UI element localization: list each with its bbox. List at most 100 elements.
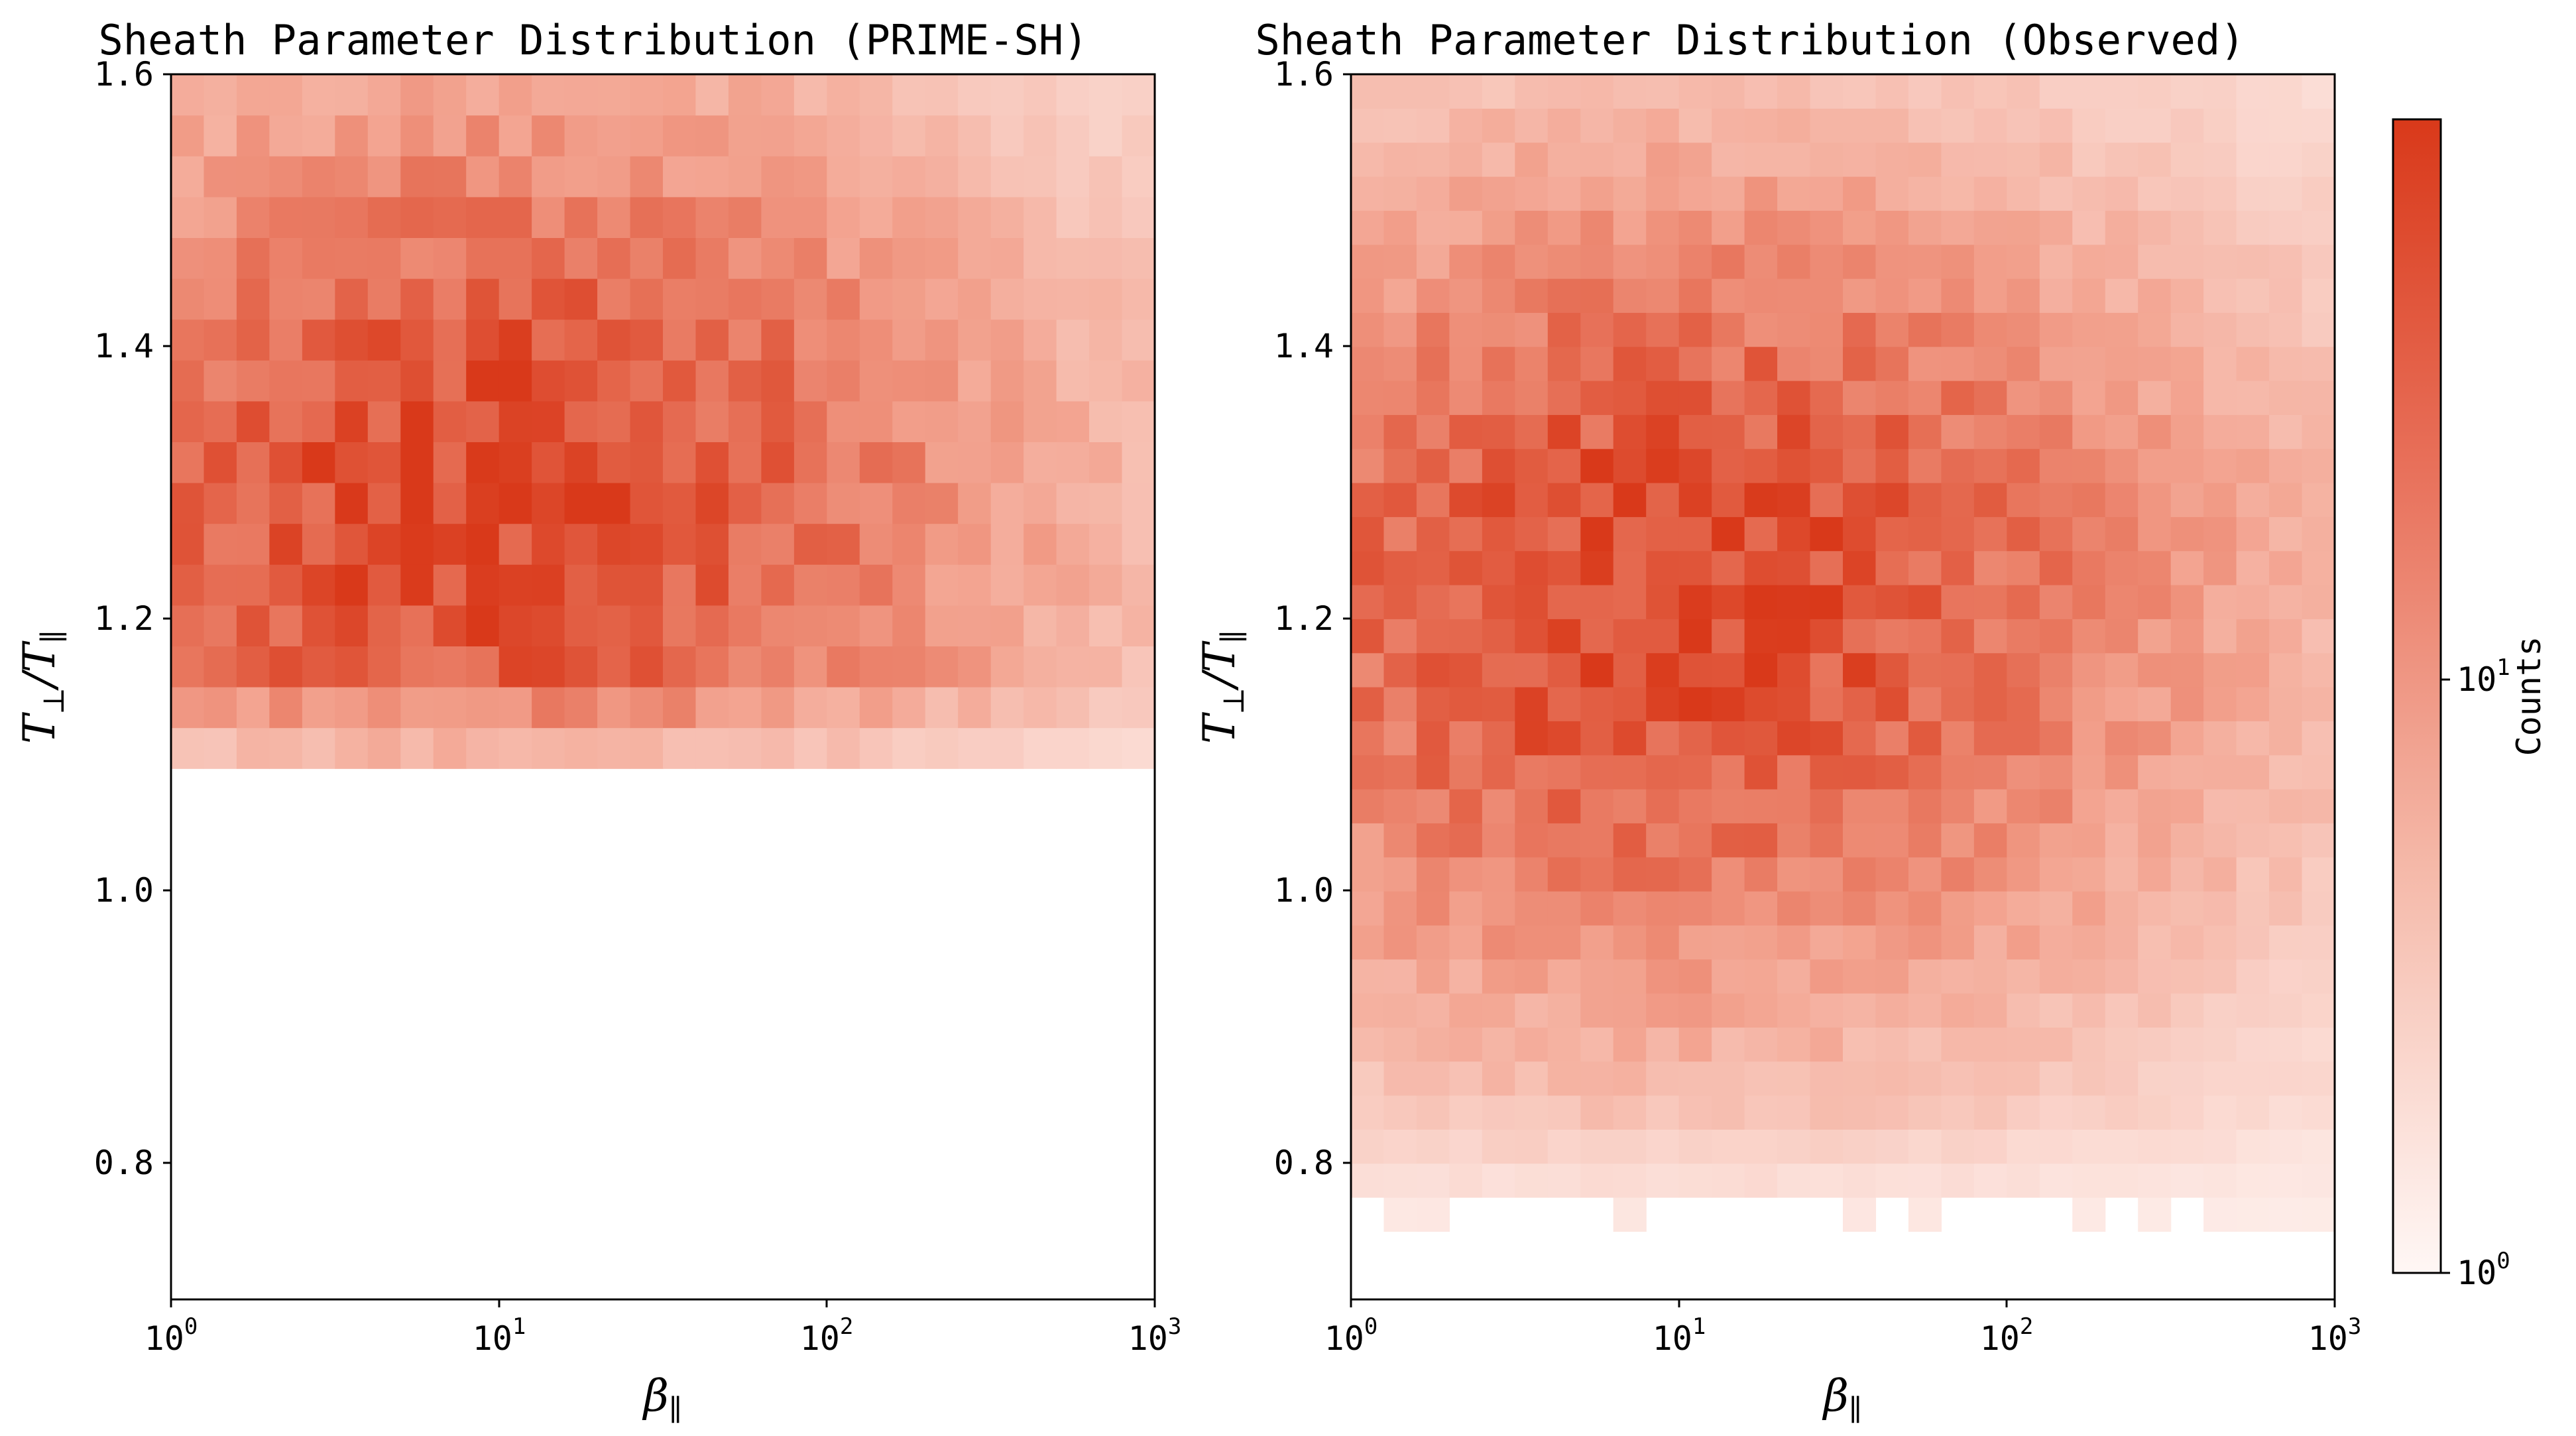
heatmap-cell [1547,1061,1581,1096]
heatmap-cell [1810,1027,1844,1062]
heatmap-cell [2007,959,2040,994]
heatmap-cell [269,605,303,646]
heatmap-cell [1646,516,1680,552]
heatmap-cell [498,483,532,524]
heatmap-cell [1515,857,1549,892]
heatmap-cell [1646,1095,1680,1130]
heatmap-cell [2302,142,2335,177]
heatmap-cell [1547,619,1581,654]
heatmap-cell [335,115,369,156]
heatmap-cell [597,360,631,402]
heatmap-cell [1646,925,1680,960]
heatmap-cell [597,442,631,483]
heatmap-cell [2138,721,2172,756]
heatmap-cell [2302,1197,2335,1232]
heatmap-cell [1515,142,1549,177]
heatmap-cell [2170,278,2204,313]
heatmap-cell [1875,381,1909,415]
heatmap-cell [1744,210,1778,245]
heatmap-cell [2302,74,2335,109]
heatmap-cell [1547,857,1581,892]
colorbar-label: Counts [2510,636,2548,756]
heatmap-cell [367,687,401,729]
heatmap-cell [1515,1163,1549,1198]
heatmap-cell [990,483,1024,524]
heatmap-cell [2138,74,2172,109]
heatmap-cell [2007,1163,2040,1198]
heatmap-cell [1024,196,1057,238]
heatmap-cell [1908,414,1942,449]
heatmap-cell [2072,210,2106,245]
heatmap-cell [1482,789,1515,823]
heatmap-cell [859,115,893,156]
heatmap-cell [2170,1163,2204,1198]
heatmap-cell [1875,448,1909,483]
heatmap-cell [630,727,664,769]
heatmap-cell [2007,754,2040,790]
heatmap-cell [1416,585,1450,619]
heatmap-cell [1744,619,1778,654]
heatmap-cell [2007,346,2040,381]
heatmap-cell [1416,652,1450,688]
heatmap-cell [1777,448,1811,483]
heatmap-cell [1580,925,1614,960]
heatmap-cell [400,196,434,238]
heatmap-cell [1941,687,1975,721]
heatmap-cell [1482,244,1515,279]
heatmap-cell [2236,1061,2270,1096]
heatmap-cell [2170,312,2204,347]
heatmap-cell [564,156,598,198]
heatmap-cell [2302,278,2335,313]
heatmap-cell [958,605,992,646]
heatmap-cell [663,360,697,402]
heatmap-cell [367,483,401,524]
heatmap-cell [302,278,335,320]
heatmap-cell [1580,176,1614,211]
heatmap-cell [1416,278,1450,313]
heatmap-cell [466,564,500,606]
heatmap-cell [204,727,237,769]
heatmap-cell [793,646,827,688]
heatmap-cell [1613,857,1647,892]
heatmap-cell [2105,1061,2138,1096]
heatmap-cell [2269,959,2303,994]
heatmap-cell [2236,823,2270,858]
heatmap-cell [728,564,762,606]
heatmap-cell [1908,1163,1942,1198]
heatmap-cell [1613,448,1647,483]
heatmap-cell [1089,319,1123,361]
heatmap-cell [2236,721,2270,756]
heatmap-cell [2138,789,2172,823]
heatmap-cell [2203,993,2237,1028]
heatmap-cell [498,360,532,402]
heatmap-cell [1712,346,1745,381]
heatmap-cell [2236,108,2270,143]
heatmap-cell [236,319,270,361]
heatmap-cell [990,646,1024,688]
heatmap-cell [1646,1129,1680,1164]
heatmap-cell [1056,196,1090,238]
heatmap-cell [1515,346,1549,381]
heatmap-cell [2138,687,2172,721]
heatmap-cell [1646,585,1680,619]
heatmap-cell [236,360,270,402]
heatmap-cell [1843,1027,1877,1062]
heatmap-cell [1810,687,1844,721]
heatmap-cell [532,319,565,361]
heatmap-cell [892,360,926,402]
heatmap-cell [171,156,205,198]
heatmap-cell [1613,1197,1647,1232]
heatmap-cell [564,278,598,320]
heatmap-cell [1712,652,1745,688]
heatmap-cell [269,400,303,442]
x-axis-label: β∥ [642,1370,682,1427]
heatmap-cell [859,483,893,524]
heatmap-cell [1122,74,1155,116]
heatmap-cell [958,442,992,483]
heatmap-cell [793,442,827,483]
heatmap-cell [1580,516,1614,552]
heatmap-cell [1613,754,1647,790]
heatmap-cell [2203,1163,2237,1198]
heatmap-cell [532,360,565,402]
heatmap-cell [1482,414,1515,449]
